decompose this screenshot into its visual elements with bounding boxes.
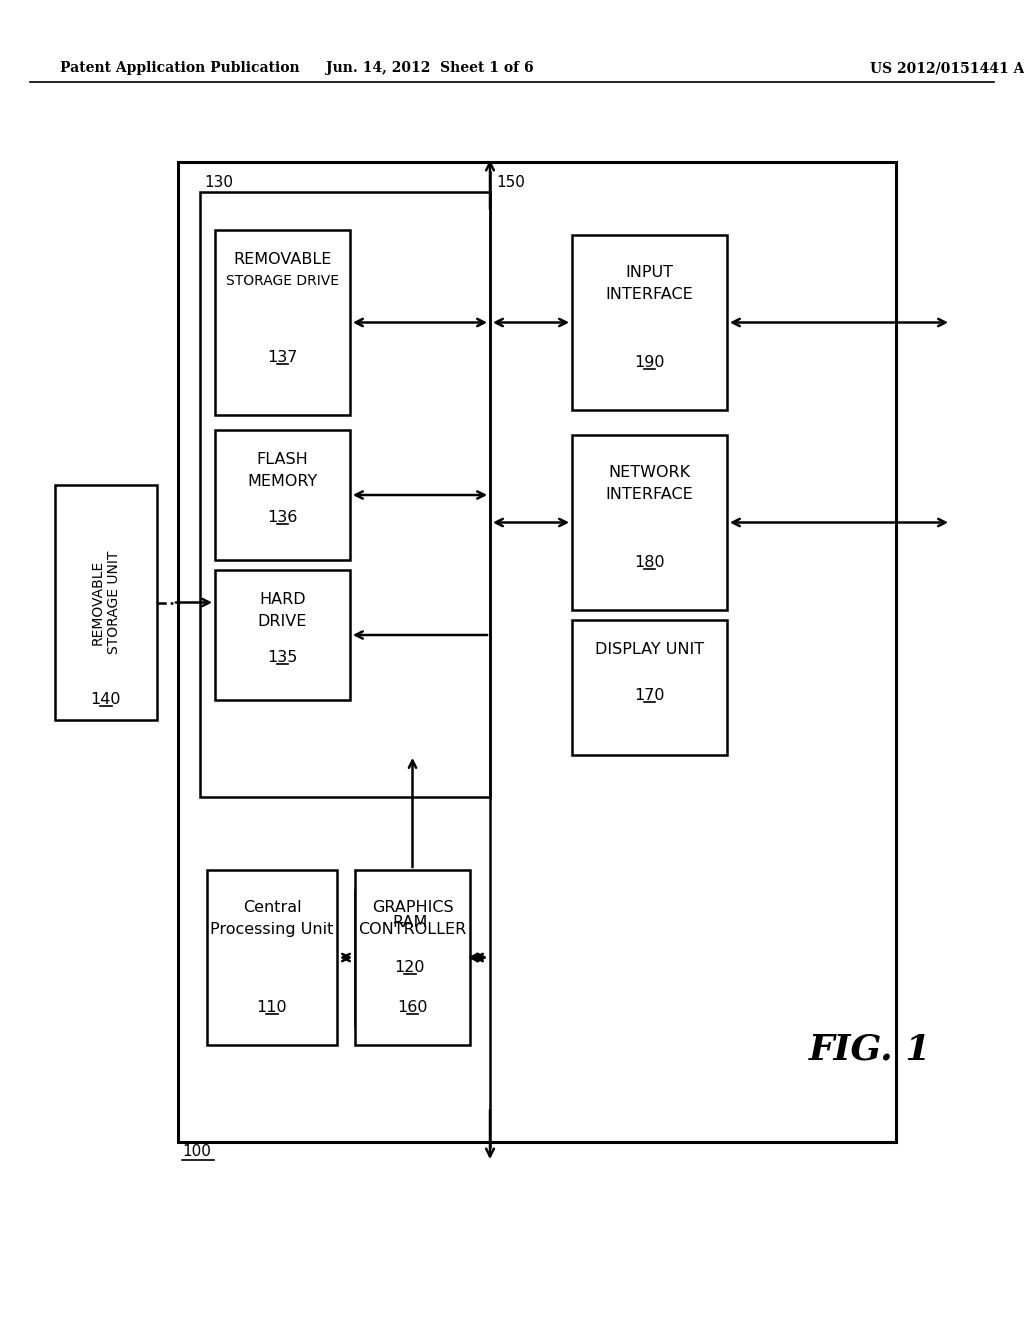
Text: MEMORY: MEMORY	[248, 474, 317, 488]
Text: 135: 135	[267, 649, 298, 665]
Text: Jun. 14, 2012  Sheet 1 of 6: Jun. 14, 2012 Sheet 1 of 6	[327, 61, 534, 75]
Bar	[200, 191, 490, 797]
Bar	[355, 870, 470, 1045]
Text: RAM: RAM	[392, 915, 428, 931]
Text: 130: 130	[204, 176, 233, 190]
Text: 190: 190	[634, 355, 665, 370]
Text: INPUT: INPUT	[626, 265, 674, 280]
Bar	[355, 890, 465, 1026]
Text: FLASH: FLASH	[257, 451, 308, 467]
Text: Patent Application Publication: Patent Application Publication	[60, 61, 300, 75]
Text: CONTROLLER: CONTROLLER	[358, 921, 467, 937]
Text: 150: 150	[496, 176, 525, 190]
Text: 136: 136	[267, 510, 298, 525]
Text: Central: Central	[243, 900, 301, 915]
Bar	[207, 870, 337, 1045]
Bar	[572, 235, 727, 411]
Text: 170: 170	[634, 688, 665, 704]
Text: 140: 140	[91, 692, 121, 708]
Bar	[215, 230, 350, 414]
Bar	[572, 436, 727, 610]
Text: REMOVABLE
STORAGE UNIT: REMOVABLE STORAGE UNIT	[91, 550, 121, 655]
Text: 110: 110	[257, 1001, 288, 1015]
Text: HARD: HARD	[259, 591, 306, 607]
Text: 160: 160	[397, 1001, 428, 1015]
Text: GRAPHICS: GRAPHICS	[372, 900, 454, 915]
Bar	[55, 484, 157, 719]
Text: INTERFACE: INTERFACE	[605, 487, 693, 502]
Text: 137: 137	[267, 350, 298, 366]
Text: Processing Unit: Processing Unit	[210, 921, 334, 937]
Text: NETWORK: NETWORK	[608, 465, 690, 480]
Text: REMOVABLE: REMOVABLE	[233, 252, 332, 267]
Bar	[215, 570, 350, 700]
Text: US 2012/0151441 A1: US 2012/0151441 A1	[870, 61, 1024, 75]
Bar	[178, 162, 896, 1142]
Bar	[572, 620, 727, 755]
Text: STORAGE DRIVE: STORAGE DRIVE	[226, 275, 339, 288]
Text: INTERFACE: INTERFACE	[605, 286, 693, 302]
Text: 120: 120	[394, 960, 425, 975]
Text: DRIVE: DRIVE	[258, 614, 307, 630]
Text: 180: 180	[634, 554, 665, 570]
Bar	[215, 430, 350, 560]
Text: FIG. 1: FIG. 1	[809, 1034, 931, 1067]
Text: 100: 100	[182, 1144, 211, 1159]
Text: DISPLAY UNIT: DISPLAY UNIT	[595, 642, 705, 657]
